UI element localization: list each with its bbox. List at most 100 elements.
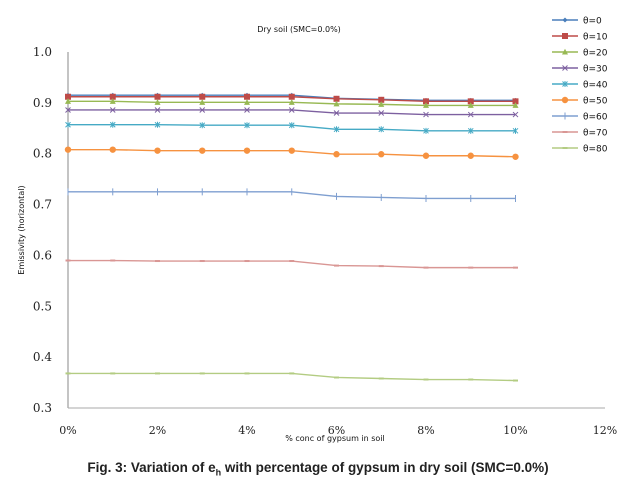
data-point (199, 99, 206, 105)
data-point (65, 98, 71, 104)
x-tick-label: 0% (59, 424, 76, 437)
legend-marker (562, 65, 568, 71)
data-point (199, 93, 206, 100)
series-4 (65, 121, 519, 134)
data-point (512, 111, 519, 118)
legend-marker (562, 33, 568, 39)
x-tick-label: 2% (149, 424, 166, 437)
legend-marker (561, 96, 569, 104)
series-6 (67, 188, 516, 202)
y-tick-label: 0.5 (33, 299, 52, 313)
legend-label: θ=10 (583, 33, 608, 43)
data-point (109, 93, 116, 100)
data-point (512, 127, 519, 134)
legend-item: θ=50 (552, 97, 608, 107)
series-2 (65, 98, 519, 108)
data-point (288, 147, 295, 154)
data-point (333, 126, 340, 133)
y-tick-label: 0.3 (33, 401, 52, 415)
data-point (65, 93, 71, 100)
data-point (109, 146, 116, 153)
data-point (423, 127, 429, 134)
data-point (65, 107, 71, 113)
x-tick-label: 12% (593, 424, 617, 437)
data-point (64, 146, 72, 153)
data-point (154, 107, 161, 113)
legend-item: θ=70 (552, 129, 608, 139)
legend-marker (562, 81, 568, 87)
data-point (378, 101, 385, 107)
x-tick-label: 4% (238, 424, 255, 437)
data-point (333, 95, 340, 102)
y-tick-label: 0.6 (33, 248, 52, 262)
data-point (512, 153, 519, 160)
data-point (154, 121, 161, 128)
legend-marker (562, 48, 568, 55)
x-ticks: 0% 2% 4% 6% 8% 10% 12% (59, 424, 617, 437)
data-point (467, 127, 474, 134)
legend: θ=0 θ=10 θ=20 θ=30 θ=40 θ=50 θ=60 θ=70 θ=80 (552, 17, 608, 155)
data-point (333, 100, 340, 107)
data-point (467, 111, 474, 118)
legend-item: θ=20 (552, 49, 608, 59)
data-point (199, 147, 206, 154)
legend-item: θ=80 (552, 145, 608, 155)
data-point (378, 126, 385, 133)
y-ticks: 0.3 0.4 0.5 0.6 0.7 0.8 0.9 1.0 (33, 45, 52, 415)
series-1 (65, 93, 519, 105)
data-point (378, 110, 385, 116)
data-point (512, 98, 519, 105)
data-point (422, 152, 430, 159)
legend-label: θ=60 (583, 113, 608, 123)
data-point (199, 122, 206, 129)
legend-label: θ=0 (583, 17, 602, 27)
data-point (154, 93, 161, 100)
data-point (288, 107, 295, 113)
data-point (423, 111, 429, 118)
legend-label: θ=20 (583, 49, 608, 59)
y-tick-label: 0.7 (33, 198, 52, 212)
data-point (65, 121, 71, 128)
y-tick-label: 0.9 (33, 96, 52, 110)
y-axis-label: Emissivity (horizontal) (17, 185, 26, 274)
data-point (154, 147, 161, 154)
legend-label: θ=50 (583, 97, 608, 107)
data-point (378, 96, 385, 103)
legend-label: θ=30 (583, 65, 608, 75)
data-point (199, 107, 206, 113)
data-point (244, 93, 250, 100)
legend-label: θ=40 (583, 81, 608, 91)
data-point (243, 147, 251, 154)
legend-item: θ=0 (552, 17, 602, 27)
caption-subscript: h (215, 467, 222, 478)
data-point (512, 102, 519, 108)
legend-item: θ=40 (552, 81, 608, 91)
data-point (288, 122, 295, 129)
series-5 (64, 146, 519, 160)
legend-marker (562, 17, 568, 23)
x-tick-label: 10% (503, 424, 527, 437)
x-axis-label: % conc of gypsum in soil (285, 434, 385, 443)
figure-caption: Fig. 3: Variation of eh with percentage … (0, 460, 636, 478)
data-point (423, 102, 429, 108)
series-3 (65, 107, 519, 118)
emissivity-chart: Dry soil (SMC=0.0%) Emissivity (horizont… (17, 17, 617, 444)
data-point (467, 102, 474, 108)
data-point (288, 93, 295, 100)
legend-item: θ=60 (552, 112, 608, 123)
legend-label: θ=70 (583, 129, 608, 139)
y-tick-label: 1.0 (33, 45, 52, 59)
y-tick-label: 0.8 (33, 147, 52, 161)
data-point (467, 152, 474, 159)
data-point (244, 122, 250, 129)
data-point (333, 151, 340, 158)
data-point (288, 99, 295, 105)
data-point (467, 98, 474, 105)
data-point (378, 151, 385, 158)
series-line (68, 372, 516, 382)
series-7 (65, 259, 518, 269)
legend-item: θ=30 (552, 65, 608, 75)
data-point (109, 121, 116, 128)
series-group (64, 92, 519, 382)
caption-prefix: Fig. 3: Variation of e (87, 460, 216, 475)
